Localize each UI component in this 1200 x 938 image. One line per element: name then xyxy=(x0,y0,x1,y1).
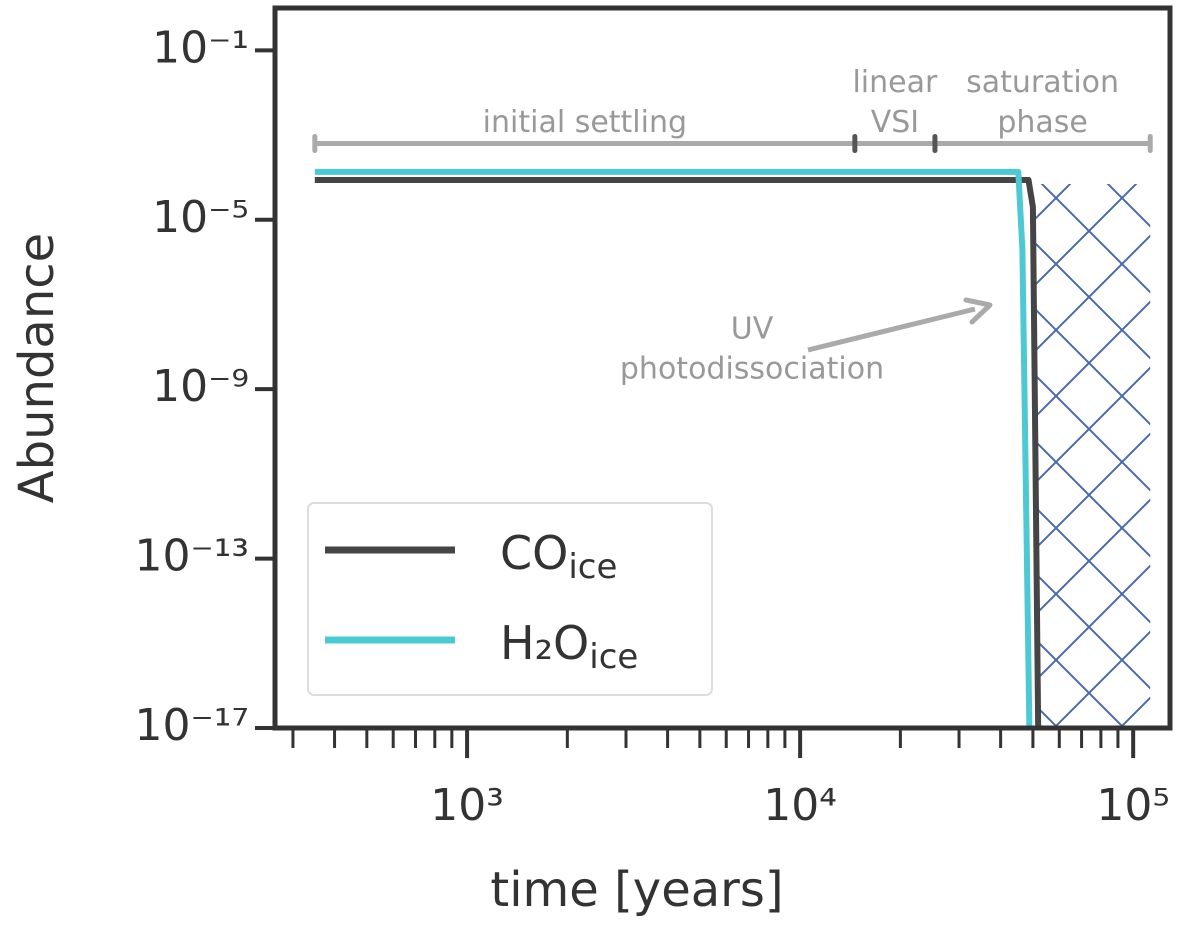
x-tick-label: 10⁵ xyxy=(1096,780,1170,831)
phase-label: initial settling xyxy=(483,105,687,140)
annotation-text: UV xyxy=(731,312,774,347)
legend-label: H₂Oice xyxy=(500,616,638,677)
x-axis-label: time [years] xyxy=(490,862,783,918)
x-tick-label: 10⁴ xyxy=(763,780,837,831)
y-tick-label: 10⁻¹ xyxy=(152,22,249,73)
phase-label: phase xyxy=(997,105,1088,140)
plot-area xyxy=(314,168,1151,728)
axes-frame xyxy=(272,5,1173,731)
phase-label: VSI xyxy=(871,105,919,140)
annotation-text: photodissociation xyxy=(620,352,884,387)
hatch-region xyxy=(1035,183,1151,728)
annotation-arrow xyxy=(807,306,976,353)
y-tick-label: 10⁻⁵ xyxy=(152,192,249,243)
annotation-arrowhead xyxy=(963,297,993,325)
y-tick-label: 10⁻¹⁷ xyxy=(135,700,250,751)
series-line xyxy=(314,177,1042,728)
y-tick-label: 10⁻¹³ xyxy=(135,531,250,582)
series-line xyxy=(314,168,1033,728)
y-axis-label: Abundance xyxy=(9,233,65,503)
legend-label: COice xyxy=(500,526,617,587)
x-tick-label: 10³ xyxy=(430,780,504,831)
y-tick-label: 10⁻⁹ xyxy=(152,361,249,412)
phase-label: linear xyxy=(852,65,938,100)
phase-label: saturation xyxy=(966,65,1119,100)
